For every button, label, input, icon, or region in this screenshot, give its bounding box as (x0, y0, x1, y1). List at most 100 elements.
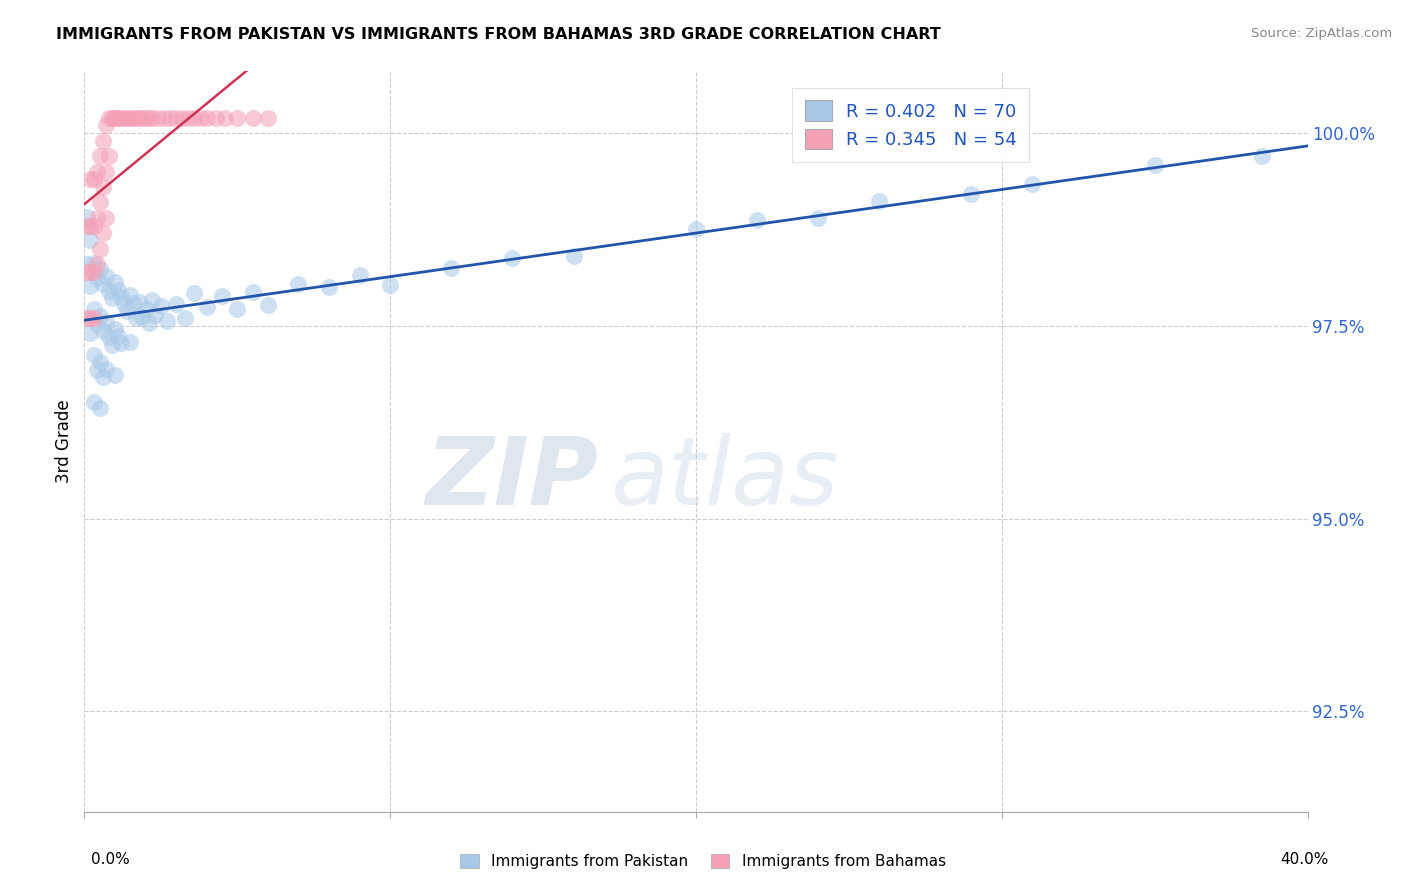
Point (143, 308, 166, 322)
Point (869, 194, 891, 208)
Point (110, 336, 132, 351)
Point (79, 311, 101, 326)
Point (349, 268, 371, 282)
Point (101, 111, 124, 125)
Point (960, 186, 983, 201)
Point (94, 361, 117, 376)
Point (110, 290, 132, 304)
Point (177, 111, 200, 125)
Point (242, 111, 264, 125)
Point (79, 233, 101, 247)
Point (89, 355, 111, 369)
Legend: R = 0.402   N = 70, R = 0.345   N = 54: R = 0.402 N = 70, R = 0.345 N = 54 (792, 87, 1029, 162)
Point (122, 295, 145, 310)
Point (83, 256, 105, 270)
Point (115, 304, 138, 318)
Point (76, 211, 98, 225)
Point (110, 111, 132, 125)
Y-axis label: 3rd Grade: 3rd Grade (55, 400, 73, 483)
Point (91, 227, 114, 241)
Point (138, 317, 160, 331)
Point (128, 111, 150, 125)
Point (94, 119, 117, 133)
Point (83, 311, 105, 326)
Text: ZIP: ZIP (425, 433, 598, 524)
Point (135, 301, 157, 316)
Point (149, 299, 172, 313)
Point (172, 111, 194, 125)
Point (89, 149, 111, 163)
Point (83, 394, 105, 409)
Point (86, 164, 108, 178)
Point (97, 284, 120, 298)
Point (257, 298, 280, 312)
Point (83, 265, 105, 279)
Point (131, 111, 153, 125)
Point (91, 277, 114, 292)
Point (91, 134, 114, 148)
Point (287, 277, 309, 292)
Point (104, 276, 127, 290)
Point (120, 288, 142, 302)
Point (101, 337, 124, 351)
Point (83, 301, 105, 316)
Text: Source: ZipAtlas.com: Source: ZipAtlas.com (1251, 27, 1392, 40)
Point (128, 294, 150, 309)
Point (107, 111, 129, 125)
Point (183, 111, 205, 125)
Point (79, 326, 101, 340)
Point (79, 265, 101, 279)
Point (104, 111, 127, 125)
Point (76, 219, 98, 233)
Text: IMMIGRANTS FROM PAKISTAN VS IMMIGRANTS FROM BAHAMAS 3RD GRADE CORRELATION CHART: IMMIGRANTS FROM PAKISTAN VS IMMIGRANTS F… (56, 27, 941, 42)
Point (79, 279, 101, 293)
Point (94, 316, 117, 330)
Text: atlas: atlas (610, 433, 838, 524)
Point (83, 219, 105, 233)
Point (174, 310, 197, 325)
Point (76, 265, 98, 279)
Point (146, 111, 169, 125)
Point (242, 285, 264, 299)
Point (91, 180, 114, 194)
Point (380, 278, 402, 293)
Point (91, 324, 114, 338)
Point (104, 111, 127, 125)
Point (112, 297, 135, 311)
Point (807, 211, 830, 225)
Point (83, 172, 105, 186)
Point (562, 250, 585, 264)
Point (89, 195, 111, 210)
Point (104, 322, 127, 336)
Point (131, 310, 153, 324)
Point (79, 219, 101, 233)
Point (226, 111, 249, 125)
Point (165, 111, 187, 125)
Point (115, 111, 138, 125)
Point (135, 111, 157, 125)
Point (86, 317, 108, 331)
Point (83, 348, 105, 362)
Point (86, 270, 108, 285)
Point (138, 111, 160, 125)
Point (89, 309, 111, 323)
Point (112, 111, 135, 125)
Point (318, 280, 340, 294)
Text: 0.0%: 0.0% (91, 852, 131, 867)
Point (120, 334, 142, 349)
Point (141, 111, 163, 125)
Point (125, 310, 148, 325)
Point (107, 329, 129, 343)
Point (89, 401, 111, 416)
Point (165, 296, 187, 310)
Point (120, 111, 142, 125)
Point (141, 293, 163, 307)
Point (94, 269, 117, 284)
Point (214, 111, 236, 125)
Point (97, 111, 120, 125)
Point (1250, 149, 1272, 163)
Point (156, 313, 179, 327)
Point (94, 211, 117, 225)
Point (190, 111, 212, 125)
Point (153, 111, 176, 125)
